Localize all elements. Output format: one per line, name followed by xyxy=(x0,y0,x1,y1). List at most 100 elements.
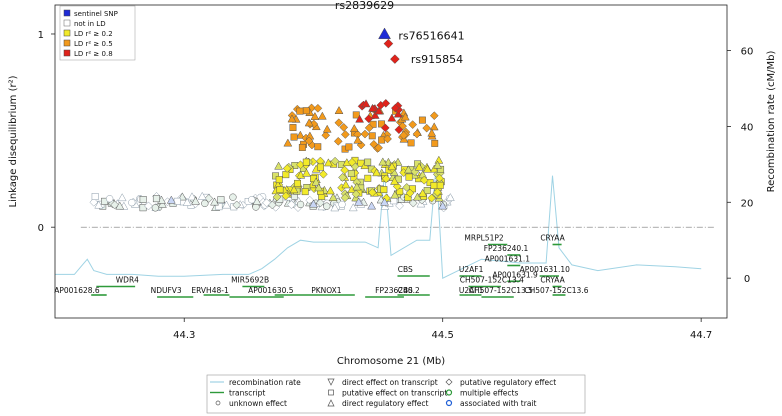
snp-point xyxy=(115,201,125,210)
legend-label: sentinel SNP xyxy=(74,10,118,18)
gene-label: AP001630.5 xyxy=(248,286,294,295)
snp-point xyxy=(289,124,297,132)
snp-point xyxy=(282,164,292,173)
gene-track: WDR4NDUFV3MIR5692BAP001630.5CBSFP236240.… xyxy=(54,234,589,298)
snp-point xyxy=(275,176,283,184)
gene-label: CBS xyxy=(398,265,413,274)
gene-label: U2AF1 xyxy=(459,286,484,295)
bottom-legend-label: putative regulatory effect xyxy=(460,378,556,387)
snp-point xyxy=(412,129,422,139)
snp-point xyxy=(399,130,409,140)
snp-point xyxy=(364,158,372,166)
recombination-rate-line xyxy=(55,164,702,279)
snp-point xyxy=(352,111,360,119)
snp-point xyxy=(302,168,311,177)
snp-point xyxy=(372,168,381,177)
snp-point xyxy=(290,133,298,141)
snp-point xyxy=(316,198,325,208)
circle-green-icon xyxy=(445,389,453,396)
snp-point xyxy=(309,199,318,208)
snp-point xyxy=(341,180,351,189)
gene-label: AP001631.1 xyxy=(485,255,531,264)
snp-point xyxy=(436,181,444,189)
snp-rs76516641 xyxy=(383,38,394,49)
snp-point xyxy=(381,98,391,108)
snp-point xyxy=(272,192,282,202)
snp-point xyxy=(144,201,153,211)
snp-point xyxy=(321,130,331,140)
snp-point xyxy=(367,188,377,197)
snp-point xyxy=(313,103,323,113)
legend-swatch xyxy=(63,19,71,27)
snp-point xyxy=(387,113,397,122)
snp-point xyxy=(427,193,436,203)
snp-point xyxy=(383,134,392,144)
snp-point xyxy=(262,198,271,208)
snp-point xyxy=(152,195,160,203)
snp-point xyxy=(347,170,355,177)
gene-label: MIR5692B xyxy=(231,276,269,285)
snp-point xyxy=(378,136,386,144)
snp-point xyxy=(89,197,99,207)
snp-point xyxy=(287,200,296,209)
snp-point xyxy=(355,114,365,123)
snp-point xyxy=(378,120,385,128)
gene-label: CRYAA xyxy=(540,276,565,285)
snp-point xyxy=(301,188,309,196)
snp-point xyxy=(296,107,304,115)
legend-label: LD r² ≥ 0.8 xyxy=(74,50,113,58)
gene-label: CH507-152C13.4 xyxy=(460,276,524,285)
snp-point xyxy=(314,183,324,192)
bottom-legend-label: recombination rate xyxy=(229,378,301,387)
snp-point xyxy=(368,103,377,112)
snp-point xyxy=(408,198,418,208)
snp-point xyxy=(110,200,120,210)
snp-point xyxy=(157,199,167,208)
bottom-legend-box xyxy=(206,374,586,414)
snp-point xyxy=(304,118,314,127)
snp-point xyxy=(433,187,442,197)
snp-point xyxy=(340,130,350,139)
snp-point xyxy=(317,111,327,120)
snp-point xyxy=(348,203,358,212)
triangle-down-icon xyxy=(327,378,335,386)
snp-point xyxy=(334,105,344,114)
legend-swatch xyxy=(63,9,71,17)
legend-swatch xyxy=(63,29,71,37)
snp-point xyxy=(414,162,424,171)
gene-label: FP236240.1 xyxy=(484,244,529,253)
snp-point xyxy=(217,196,225,204)
snp-point xyxy=(427,128,437,137)
gene-label: CH507-152C13.5 xyxy=(469,286,533,295)
snp-point xyxy=(94,200,104,209)
gene-label: MRPL51P2 xyxy=(464,234,503,243)
legend-box xyxy=(59,5,136,61)
snp-point xyxy=(429,122,439,131)
x-axis-label: Chromosome 21 (Mb) xyxy=(337,356,445,367)
bottom-legend-label: putative effect on transcript xyxy=(342,389,447,398)
snp-point xyxy=(381,174,391,184)
snp-point xyxy=(296,200,305,209)
snp-series: rs2839629 rs76516641 rs915854 xyxy=(89,0,465,213)
bottom-legend-label: unknown effect xyxy=(229,399,287,408)
snp-point xyxy=(314,143,322,151)
snp-point xyxy=(139,196,147,203)
snp-point xyxy=(345,143,353,151)
gene-label: CH507-152C13.6 xyxy=(524,286,588,295)
snp-point xyxy=(349,123,359,132)
gene-label: CBS xyxy=(398,286,413,295)
snp-point xyxy=(326,186,335,195)
snp-point xyxy=(367,201,377,210)
snp-point xyxy=(302,158,310,166)
circle-icon xyxy=(215,400,221,406)
snp-point xyxy=(311,177,321,186)
recombination-rate-series xyxy=(55,164,702,279)
snp-point xyxy=(408,120,418,129)
snp-point xyxy=(407,139,415,147)
snp-point xyxy=(191,196,200,205)
bottom-legend-label: associated with trait xyxy=(460,399,537,408)
snp-point xyxy=(339,123,349,132)
snp-point xyxy=(338,200,346,209)
snp-point xyxy=(210,197,219,206)
